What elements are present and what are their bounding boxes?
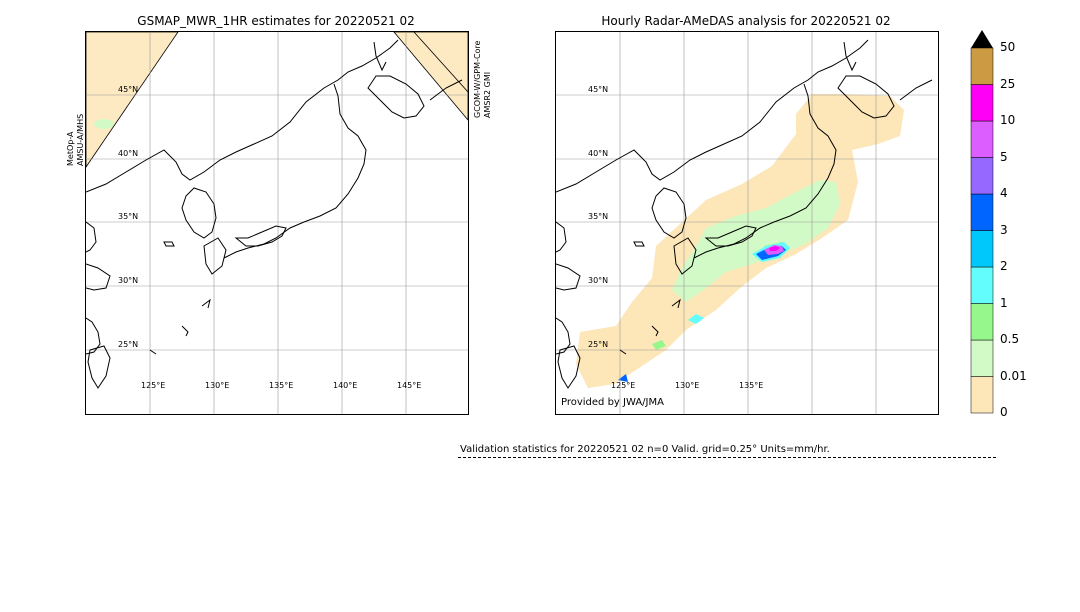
- colorbar-graphic: [970, 30, 994, 414]
- right-lat-tick: 40°N: [588, 149, 609, 158]
- colorbar-segment: [970, 266, 994, 304]
- colorbar-tick-label: 2: [1000, 259, 1008, 273]
- right-lon-tick: 135°E: [739, 381, 764, 390]
- colorbar-tick-label: 4: [1000, 186, 1008, 200]
- left-lat-tick: 35°N: [118, 212, 139, 221]
- swath-gap-left: [86, 32, 179, 168]
- coastlines: [556, 39, 933, 389]
- validation-statistics: Validation statistics for 20220521 02 n=…: [460, 444, 830, 455]
- right-lat-tick: 25°N: [588, 340, 609, 349]
- colorbar-tick-label: 25: [1000, 76, 1016, 91]
- left-lat-tick: 40°N: [118, 149, 139, 158]
- colorbar-segment: [970, 339, 994, 377]
- right-lat-tick: 30°N: [588, 276, 609, 285]
- colorbar-tick-label: 5: [1000, 149, 1008, 164]
- right-sensor-label-2: AMSR2 GMI: [483, 71, 492, 118]
- right-lon-tick: 125°E: [611, 381, 636, 390]
- right-lat-tick: 45°N: [588, 85, 609, 94]
- colorbar-tick-label: 0.01: [1000, 368, 1027, 383]
- left-lon-tick: 140°E: [333, 381, 358, 390]
- right-lat-tick: 35°N: [588, 212, 609, 221]
- colorbar-segment: [970, 303, 994, 341]
- left-lat-tick: 25°N: [118, 340, 139, 349]
- colorbar-tick-label: 0: [1000, 405, 1008, 419]
- colorbar-segment: [970, 376, 994, 414]
- right-sensor-label-1: GCOM-W/GPM-Core: [473, 40, 482, 118]
- right-panel-title: Hourly Radar-AMeDAS analysis for 2022052…: [601, 14, 891, 28]
- colorbar-segment: [970, 47, 994, 85]
- left-panel-title: GSMAP_MWR_1HR estimates for 20220521 02: [137, 14, 415, 28]
- right-lon-tick: 130°E: [675, 381, 700, 390]
- left-sensor-label-1: MetOp-A: [66, 131, 75, 166]
- left-lon-tick: 145°E: [397, 381, 422, 390]
- colorbar-segment: [970, 230, 994, 268]
- left-map: [85, 31, 469, 415]
- colorbar-segment: [970, 193, 994, 231]
- colorbar-segment: [970, 157, 994, 195]
- left-lon-tick: 125°E: [141, 381, 166, 390]
- coastlines: [86, 39, 463, 389]
- validation-underline: [458, 457, 996, 458]
- colorbar-tick-label: 1: [1000, 295, 1008, 310]
- left-map-canvas: [86, 32, 468, 414]
- left-lat-tick: 45°N: [118, 85, 139, 94]
- colorbar-tick-label: 10: [1000, 113, 1016, 127]
- left-sensor-label-2: AMSU-A/MHS: [76, 113, 85, 166]
- colorbar: [970, 30, 994, 414]
- grid-lines: [86, 32, 468, 414]
- colorbar-extend-arrow: [971, 30, 993, 48]
- colorbar-tick-label: 3: [1000, 222, 1008, 237]
- left-lat-tick: 30°N: [118, 276, 139, 285]
- colorbar-tick-label: 0.5: [1000, 332, 1020, 346]
- data-credit: Provided by JWA/JMA: [561, 397, 664, 408]
- left-lon-tick: 135°E: [269, 381, 294, 390]
- colorbar-segment: [970, 84, 994, 122]
- swath-gap-right: [393, 32, 468, 121]
- right-map-canvas: [556, 32, 938, 414]
- right-map: [555, 31, 939, 415]
- rain-blob: [94, 119, 114, 129]
- colorbar-tick-label: 50: [1000, 40, 1016, 54]
- left-lon-tick: 130°E: [205, 381, 230, 390]
- colorbar-segment: [970, 120, 994, 158]
